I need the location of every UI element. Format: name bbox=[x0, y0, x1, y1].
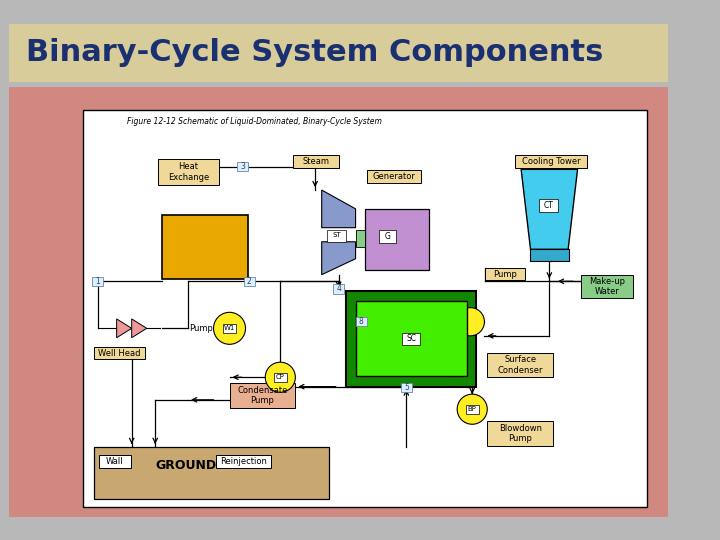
Text: Blowdown
Pump: Blowdown Pump bbox=[499, 423, 541, 443]
Polygon shape bbox=[322, 242, 356, 275]
Text: Generator: Generator bbox=[373, 172, 415, 181]
Text: Figure 12-12 Schematic of Liquid-Dominated, Binary-Cycle System: Figure 12-12 Schematic of Liquid-Dominat… bbox=[127, 117, 382, 126]
Text: Pump: Pump bbox=[189, 324, 213, 333]
Text: ST: ST bbox=[333, 232, 341, 238]
Text: Pump: Pump bbox=[493, 270, 517, 279]
Polygon shape bbox=[132, 319, 147, 338]
Bar bbox=[223, 323, 236, 333]
Bar bbox=[485, 268, 525, 280]
Bar bbox=[83, 110, 647, 507]
Circle shape bbox=[456, 308, 485, 336]
Bar bbox=[92, 276, 104, 286]
Text: W1: W1 bbox=[224, 325, 235, 332]
Bar bbox=[294, 155, 338, 168]
Polygon shape bbox=[521, 170, 577, 249]
Text: Condensate
Pump: Condensate Pump bbox=[238, 386, 287, 406]
Bar bbox=[487, 353, 553, 377]
Text: 5: 5 bbox=[404, 383, 409, 392]
Text: Make-up
Water: Make-up Water bbox=[589, 277, 625, 296]
Text: 2: 2 bbox=[247, 277, 252, 286]
Bar bbox=[9, 86, 668, 517]
Circle shape bbox=[265, 362, 295, 392]
Text: 3: 3 bbox=[240, 162, 245, 171]
Bar bbox=[237, 162, 248, 171]
Bar bbox=[243, 276, 255, 286]
Bar bbox=[94, 347, 145, 359]
Text: Heat
Exchange: Heat Exchange bbox=[168, 163, 210, 182]
Text: SC: SC bbox=[406, 334, 416, 343]
Circle shape bbox=[214, 312, 246, 345]
Bar bbox=[466, 404, 479, 414]
Text: Steam: Steam bbox=[302, 157, 330, 166]
Bar bbox=[99, 455, 131, 468]
Text: G: G bbox=[384, 232, 390, 241]
Polygon shape bbox=[117, 319, 132, 338]
Bar bbox=[162, 215, 248, 279]
Bar bbox=[402, 333, 420, 345]
Circle shape bbox=[457, 394, 487, 424]
Text: Binary-Cycle System Components: Binary-Cycle System Components bbox=[27, 38, 603, 67]
Bar bbox=[530, 249, 569, 261]
Text: 8: 8 bbox=[359, 317, 364, 326]
Text: 1: 1 bbox=[96, 277, 100, 286]
Text: Wall: Wall bbox=[106, 457, 124, 466]
Bar bbox=[487, 421, 553, 446]
Bar bbox=[94, 447, 329, 498]
Text: CT: CT bbox=[544, 200, 554, 210]
Bar bbox=[379, 231, 396, 242]
Text: BP: BP bbox=[468, 406, 477, 412]
Bar bbox=[516, 155, 587, 168]
Text: Well Head: Well Head bbox=[98, 349, 140, 357]
Bar bbox=[539, 199, 558, 212]
Bar bbox=[328, 230, 346, 242]
Text: Reinjection: Reinjection bbox=[220, 457, 267, 466]
Text: CP: CP bbox=[276, 374, 284, 380]
Bar bbox=[9, 24, 668, 82]
Bar bbox=[581, 275, 633, 298]
Bar bbox=[356, 301, 467, 376]
Bar bbox=[356, 317, 367, 327]
Bar bbox=[216, 455, 271, 468]
Bar bbox=[346, 291, 476, 387]
Text: 4: 4 bbox=[336, 285, 341, 293]
Text: Cooling Tower: Cooling Tower bbox=[522, 157, 580, 166]
Bar bbox=[365, 209, 429, 270]
Bar bbox=[333, 284, 344, 294]
Bar bbox=[401, 383, 412, 392]
Bar bbox=[158, 159, 219, 185]
Text: Surface
Condenser: Surface Condenser bbox=[498, 355, 543, 375]
Bar bbox=[274, 373, 287, 382]
Text: GROUND: GROUND bbox=[156, 459, 217, 472]
Bar bbox=[356, 231, 365, 247]
Bar bbox=[367, 170, 421, 184]
Bar bbox=[230, 383, 295, 408]
Polygon shape bbox=[322, 190, 356, 228]
